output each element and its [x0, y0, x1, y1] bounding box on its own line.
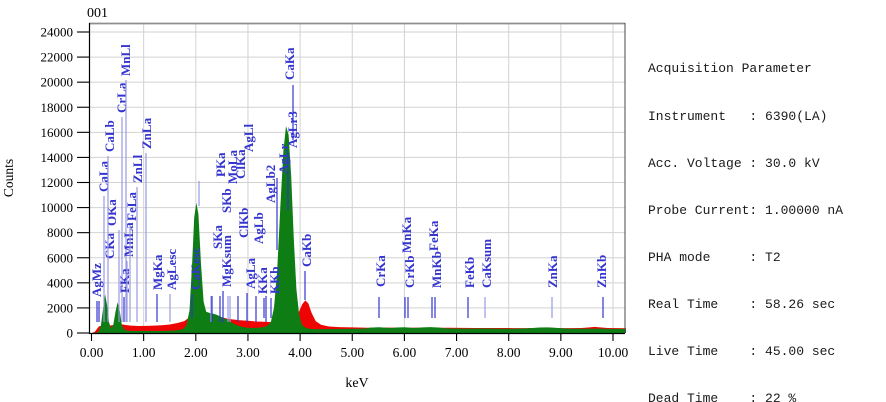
marker-label-AgLb: AgLb	[251, 212, 266, 244]
y-tick-label: 12000	[41, 175, 74, 190]
x-axis-title: keV	[345, 376, 369, 391]
panel-line-live-time: Live Time : 45.00 sec	[648, 344, 836, 360]
x-tick-label: 0.00	[80, 345, 104, 360]
panel-line-real-time: Real Time : 58.26 sec	[648, 296, 836, 312]
marker-label-SKb: SKb	[219, 188, 234, 213]
marker-label-PKa: PKa	[213, 152, 228, 177]
marker-label-CaKa: CaKa	[282, 47, 297, 80]
y-tick-label: 2000	[47, 300, 73, 315]
marker-label-MnKb: MnKb	[429, 251, 444, 288]
marker-label-CrKa: CrKa	[373, 255, 388, 287]
x-tick-label: 9.00	[549, 345, 573, 360]
marker-label-AgLa: AgLa	[243, 257, 258, 289]
marker-label-CrLa: CrLa	[114, 82, 129, 113]
x-tick-label: 5.00	[340, 345, 364, 360]
y-tick-label: 8000	[47, 225, 73, 240]
marker-label-MnLl: MnLl	[118, 44, 133, 76]
marker-label-CaLa: CaLa	[96, 160, 111, 192]
marker-label-AgLr: AgLr	[276, 143, 291, 174]
marker-label-FeKb: FeKb	[462, 257, 477, 288]
panel-line-probe-current: Probe Current: 1.00000 nA	[648, 202, 844, 218]
marker-label-AgLesc: AgLesc	[164, 249, 179, 290]
marker-label-CaLb: CaLb	[102, 120, 117, 152]
marker-label-ClKa: ClKa	[233, 149, 248, 179]
x-tick-label: 4.00	[288, 345, 312, 360]
y-tick-label: 10000	[41, 200, 74, 215]
marker-label-ZnLl: ZnLl	[130, 154, 145, 183]
marker-label-OKa: OKa	[104, 199, 119, 226]
marker-label-KKb: KKb	[267, 267, 282, 294]
marker-label-FeLa: FeLa	[124, 192, 139, 221]
marker-label-ZnKa: ZnKa	[545, 255, 560, 288]
x-tick-label: 3.00	[236, 345, 260, 360]
x-tick-label: 8.00	[497, 345, 521, 360]
marker-label-CaKb: CaKb	[299, 234, 314, 267]
marker-label-MnKa: MnKa	[399, 216, 414, 253]
marker-label-CaKsum: CaKsum	[479, 239, 494, 288]
marker-label-CrKb: CrKb	[402, 256, 417, 289]
panel-line-instrument: Instrument : 6390(LA)	[648, 108, 828, 124]
marker-label-FeKa: FeKa	[426, 220, 441, 251]
x-tick-label: 10.00	[598, 345, 629, 360]
panel-heading: Acquisition Parameter	[648, 61, 812, 77]
x-tick-label: 7.00	[445, 345, 469, 360]
y-tick-label: 22000	[41, 50, 74, 65]
panel-line-acc-voltage: Acc. Voltage : 30.0 kV	[648, 155, 820, 171]
phase-green-spectrum-area	[91, 126, 626, 333]
marker-label-MgKa: MgKa	[150, 254, 165, 290]
y-tick-label: 6000	[47, 250, 73, 265]
y-tick-label: 4000	[47, 275, 73, 290]
y-tick-label: 14000	[41, 150, 74, 165]
marker-label-ClKb: ClKb	[236, 208, 251, 238]
marker-label-FKa: FKa	[117, 268, 132, 293]
panel-line-pha-mode: PHA mode : T2	[648, 249, 781, 265]
x-tick-label: 6.00	[393, 345, 417, 360]
y-tick-label: 18000	[41, 100, 74, 115]
marker-label-AgLl: AgLl	[241, 123, 256, 152]
marker-label-KKa: KKa	[255, 267, 270, 294]
y-axis-title: Counts	[1, 158, 16, 198]
marker-label-CaKesc: CaKesc	[188, 247, 203, 290]
marker-label-AgLb2: AgLb2	[263, 165, 278, 203]
acquisition-parameter-panel: Acquisition Parameter Instrument : 6390(…	[648, 30, 851, 402]
marker-label-MoLa: MoLa	[225, 150, 240, 184]
x-tick-label: 2.00	[184, 345, 208, 360]
marker-label-ZnLa: ZnLa	[139, 117, 154, 149]
spectrum-title: 001	[87, 6, 108, 21]
y-tick-label: 0	[67, 326, 74, 341]
y-tick-label: 20000	[41, 75, 74, 90]
marker-label-MnLa: MnLa	[121, 222, 136, 257]
marker-label-MgKsum: MgKsum	[219, 235, 234, 287]
marker-label-SKa: SKa	[210, 225, 225, 249]
x-tick-label: 1.00	[132, 345, 156, 360]
panel-line-dead-time: Dead Time : 22 %	[648, 391, 797, 402]
marker-label-CKa: CKa	[102, 233, 117, 260]
y-tick-label: 24000	[41, 25, 74, 40]
marker-label-ZnKb: ZnKb	[594, 255, 609, 288]
y-tick-label: 16000	[41, 125, 74, 140]
marker-label-AgMz: AgMz	[89, 263, 104, 297]
